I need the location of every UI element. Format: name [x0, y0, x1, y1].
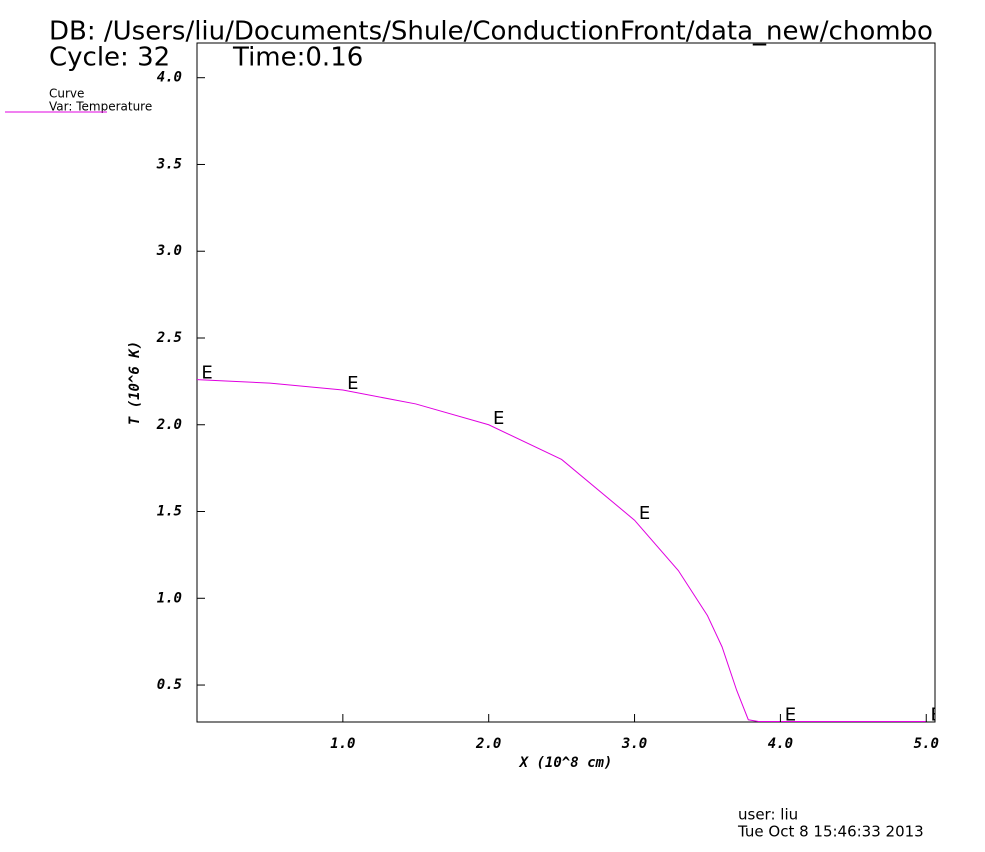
curve-marker: E: [201, 363, 212, 384]
curve-marker: E: [347, 373, 358, 394]
curve-marker: E: [785, 704, 796, 725]
curve: [197, 379, 927, 722]
y-tick-label: 1.0: [157, 590, 182, 606]
x-tick-label: 5.0: [914, 736, 939, 752]
curve-marker: E: [493, 408, 504, 429]
plot-frame: [196, 42, 936, 723]
legend-title: Curve: [49, 87, 84, 101]
date: Tue Oct 8 15:46:33 2013: [737, 823, 924, 841]
curve-marker: E: [931, 704, 942, 725]
time: Time:0.16: [232, 43, 363, 73]
x-tick-label: 3.0: [621, 736, 647, 752]
title: DB: /Users/liu/Documents/Shule/Conductio…: [49, 17, 933, 47]
x-tick-label: 1.0: [330, 736, 355, 752]
y-axis-label: T (10^6 K): [127, 341, 143, 425]
legend-label: Var: Temperature: [49, 100, 152, 114]
y-tick-label: 4.0: [157, 70, 182, 86]
x-tick-label: 2.0: [475, 736, 501, 752]
x-tick-label: 4.0: [768, 736, 793, 752]
y-tick-label: 2.5: [156, 330, 182, 346]
x-axis-label: X (10^8 cm): [519, 755, 613, 771]
user: user: liu: [738, 806, 798, 824]
y-tick-label: 3.0: [156, 243, 182, 259]
y-tick-label: 0.5: [157, 677, 182, 693]
curve-marker: E: [639, 503, 650, 524]
y-tick-label: 2.0: [156, 417, 182, 433]
y-tick-label: 1.5: [157, 504, 182, 520]
y-tick-label: 3.5: [156, 156, 182, 172]
cycle: Cycle: 32: [49, 43, 170, 73]
